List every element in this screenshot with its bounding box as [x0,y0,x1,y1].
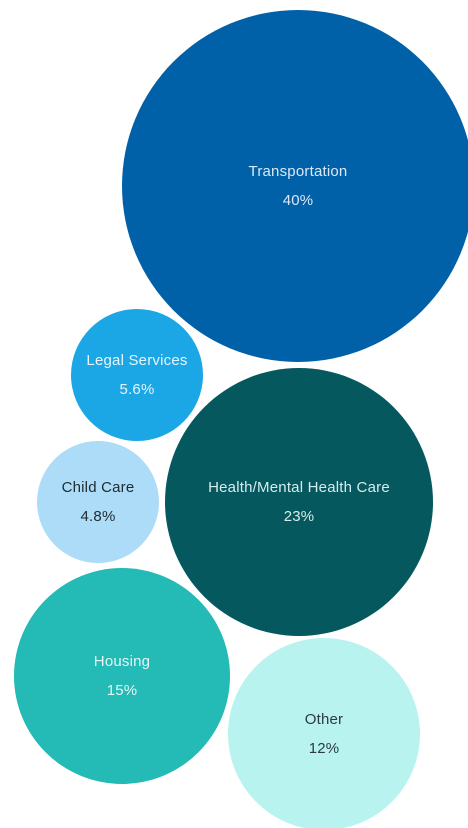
bubble-other: Other 12% [228,638,420,828]
bubble-circle-health-mental-health-care [165,368,433,636]
bubble-transportation: Transportation 40% [122,10,468,362]
bubble-health-mental-health-care: Health/Mental Health Care 23% [165,368,433,636]
bubble-label-transportation: Transportation [249,163,348,180]
bubble-value-housing: 15% [107,682,138,699]
bubble-label-housing: Housing [94,653,150,670]
bubble-value-health-mental-health-care: 23% [284,508,315,525]
bubble-circle-child-care [37,441,159,563]
bubble-housing: Housing 15% [14,568,230,784]
bubble-value-child-care: 4.8% [81,508,116,525]
bubble-value-other: 12% [309,740,340,757]
bubble-label-health-mental-health-care: Health/Mental Health Care [208,479,390,496]
bubble-value-transportation: 40% [283,192,314,209]
bubble-label-legal-services: Legal Services [86,352,187,369]
bubble-circle-other [228,638,420,828]
bubble-circle-legal-services [71,309,203,441]
bubble-child-care: Child Care 4.8% [37,441,159,563]
bubble-label-child-care: Child Care [62,479,135,496]
bubble-label-other: Other [305,711,344,728]
bubble-circle-transportation [122,10,468,362]
bubble-circle-housing [14,568,230,784]
bubble-legal-services: Legal Services 5.6% [71,309,203,441]
bubble-value-legal-services: 5.6% [120,381,155,398]
